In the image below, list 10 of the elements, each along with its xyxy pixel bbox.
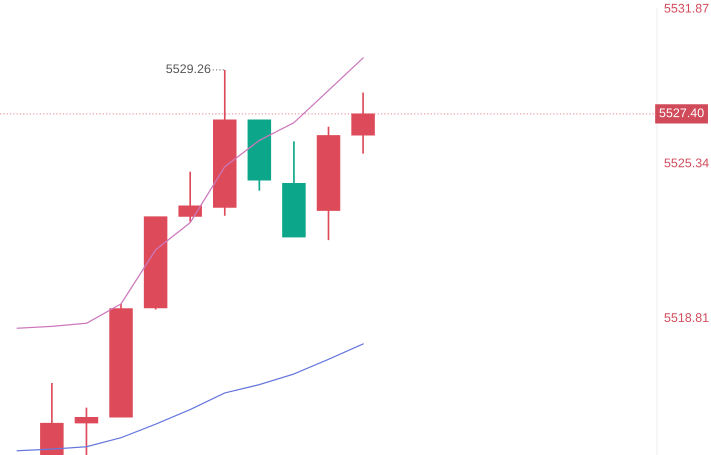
candlestick <box>351 92 375 155</box>
y-tick-label: 5525.34 <box>664 158 709 168</box>
ref-line-label: 5527.40 <box>659 108 704 118</box>
line-series <box>16 57 364 329</box>
y-tick-label: 5531.87 <box>664 4 708 13</box>
candlestick <box>178 170 202 223</box>
annotation: 5529.26 <box>166 64 210 74</box>
line-series <box>16 343 364 452</box>
candlestick <box>74 406 98 455</box>
y-tick-label: 5518.81 <box>664 313 709 322</box>
